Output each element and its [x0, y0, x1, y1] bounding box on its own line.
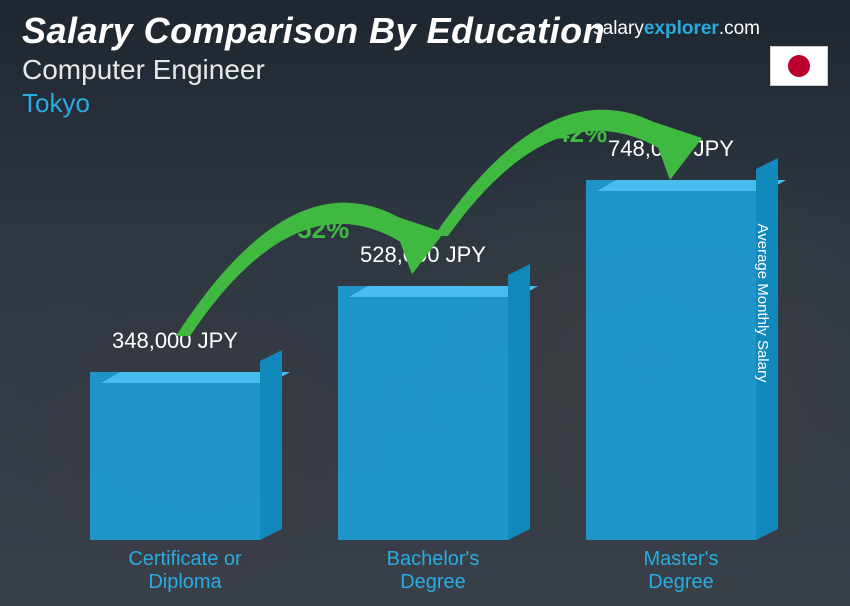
y-axis-label: Average Monthly Salary — [754, 224, 771, 383]
brand-part1: salary — [593, 18, 644, 39]
bar-side-face — [508, 264, 530, 540]
percent-increase-label: +42% — [540, 118, 607, 149]
arrowhead-icon — [648, 120, 702, 180]
percent-increase-label: +52% — [282, 214, 349, 245]
brand-logo: salaryexplorer.com — [593, 18, 760, 40]
bar-category-label: Certificate orDiploma — [80, 548, 290, 594]
japan-flag-icon — [770, 46, 828, 86]
title-subtitle: Computer Engineer — [22, 54, 828, 86]
title-location: Tokyo — [22, 88, 828, 119]
bar-side-face — [260, 350, 282, 540]
brand-part3: .com — [719, 18, 760, 39]
bar-category-label: Bachelor'sDegree — [328, 548, 538, 594]
brand-part2: explorer — [644, 18, 719, 39]
bar-category-label: Master'sDegree — [576, 548, 786, 594]
bar-front-face — [90, 372, 260, 540]
bar-0: 348,000 JPYCertificate orDiploma — [90, 328, 260, 540]
